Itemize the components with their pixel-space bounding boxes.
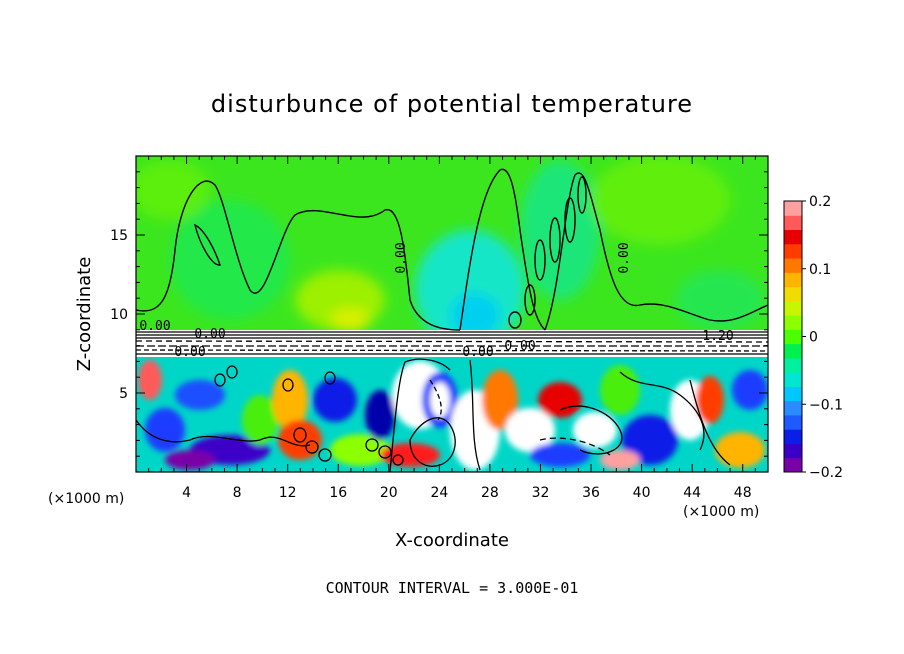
colorbar-swatch	[784, 400, 802, 416]
y-tick-label: 10	[110, 307, 128, 323]
contour-interval-text: CONTOUR INTERVAL = 3.000E-01	[326, 579, 579, 597]
x-tick-label: 48	[734, 485, 752, 501]
colorbar-swatch	[784, 258, 802, 273]
colorbar-swatch	[784, 357, 802, 373]
contour-labels: 0.00 0.00 0.00 0.00 0.00 0.00 0.00 1.20	[139, 242, 733, 360]
contour-label: 0.00	[194, 327, 225, 342]
colorbar-swatch	[784, 443, 802, 459]
x-axis: 4 8 12 16 20 24 28 32 36 40 44 48	[148, 156, 756, 501]
colorbar-swatch	[784, 386, 802, 402]
x-unit-left: (×1000 m)	[48, 491, 124, 507]
contour-label: 0.00	[617, 242, 632, 273]
colorbar-swatch	[784, 243, 802, 259]
x-tick-label: 32	[532, 485, 550, 501]
contour-label: 0.00	[139, 319, 170, 334]
x-axis-label: X-coordinate	[395, 530, 509, 551]
y-axis-label: Z-coordinate	[74, 257, 95, 372]
x-tick-label: 44	[683, 485, 701, 501]
contour-label: 0.00	[462, 345, 493, 360]
colorbar-ticks: 0.2 0.1 0 −0.1 −0.2	[802, 194, 843, 481]
colorbar-swatch	[784, 329, 802, 345]
y-tick-label: 5	[119, 386, 128, 402]
colorbar-swatch	[784, 429, 802, 444]
colorbar-swatch	[784, 414, 802, 430]
x-tick-label: 40	[633, 485, 651, 501]
x-tick-label: 16	[329, 485, 347, 501]
x-tick-label: 8	[233, 485, 242, 501]
colorbar-swatch	[784, 315, 802, 330]
x-tick-label: 36	[582, 485, 600, 501]
contour-label: 0.00	[174, 345, 205, 360]
y-tick-label: 15	[110, 228, 128, 244]
x-tick-label: 28	[481, 485, 499, 501]
colorbar-swatch	[784, 286, 802, 302]
contour-label: 0.00	[394, 242, 409, 273]
x-tick-label: 24	[430, 485, 448, 501]
y-axis: 5 10 15	[110, 171, 768, 457]
colorbar-swatch	[784, 229, 802, 245]
heatmap-field	[136, 156, 768, 472]
colorbar-swatch	[784, 343, 802, 359]
contour-label: 1.20	[702, 329, 733, 344]
colorbar-tick-label: 0.2	[809, 194, 831, 210]
colorbar-swatch	[784, 272, 802, 288]
colorbar-swatch	[784, 300, 802, 316]
colorbar-swatch	[784, 457, 802, 473]
colorbar-tick-label: −0.1	[809, 397, 843, 413]
x-unit-right: (×1000 m)	[683, 504, 759, 520]
colorbar-tick-label: 0	[809, 330, 818, 346]
x-tick-label: 12	[279, 485, 297, 501]
chart-title: disturbunce of potential temperature	[211, 90, 693, 118]
colorbar-tick-label: −0.2	[809, 465, 843, 481]
x-tick-label: 20	[380, 485, 398, 501]
colorbar-tick-label: 0.1	[809, 262, 831, 278]
colorbar	[784, 201, 802, 473]
colorbar-swatch	[784, 215, 802, 231]
colorbar-swatch	[784, 372, 802, 387]
contour-label: 0.00	[504, 339, 535, 354]
x-tick-label: 4	[182, 485, 191, 501]
colorbar-swatch	[784, 201, 802, 216]
